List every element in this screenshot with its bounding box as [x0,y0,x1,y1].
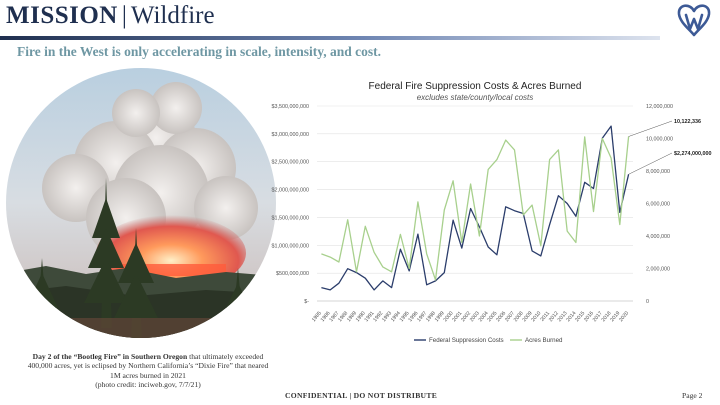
left-axis-tick: $500,000,000 [276,271,309,277]
costs-callout-leader [628,152,673,175]
left-axis-tick: $1,000,000,000 [272,243,309,249]
left-axis-tick: $2,500,000,000 [272,160,309,166]
slide-subtitle: Fire in the West is only accelerating in… [17,44,381,59]
right-axis-tick: 4,000,000 [646,234,670,240]
costs-end-label: $2,274,000,000 [674,151,711,157]
right-axis-tick: 8,000,000 [646,169,670,175]
chart-subtitle: excludes state/county/local costs [417,93,534,102]
wildfire-photo [6,68,276,338]
chart-title: Federal Fire Suppression Costs & Acres B… [369,81,582,92]
caption-highlight: Day 2 of the “Bootleg Fire” in Southern … [32,352,188,361]
heart-w-logo-icon [677,4,711,37]
costs-series-line [321,125,630,291]
acres-callout-leader [628,120,673,137]
caption-body: that ultimately exceeded 400,000 acres, … [27,352,269,380]
title-separator: | [121,2,127,29]
legend-acres-label: Acres Burned [525,337,563,344]
photo-credit: (photo credit: inciweb.gov, 7/7/21) [95,379,201,389]
x-axis-tick: 2011 [539,310,551,322]
title-main: MISSION [6,2,118,29]
left-axis-tick: $3,000,000,000 [272,132,309,138]
confidential-notice: CONFIDENTIAL | DO NOT DISTRIBUTE [285,391,438,400]
right-axis-tick: 12,000,000 [646,104,673,110]
suppression-costs-chart: Federal Fire Suppression Costs & Acres B… [262,75,720,355]
photo-caption: Day 2 of the “Bootleg Fire” in Southern … [25,352,271,389]
acres-series-line [321,136,630,281]
left-axis-tick: $- [304,299,309,305]
page-number: Page 2 [682,391,703,400]
right-axis-tick: 0 [646,299,649,305]
legend-costs-label: Federal Suppression Costs [429,337,504,344]
left-axis-tick: $1,500,000,000 [272,215,309,221]
wildfire-illustration [6,68,276,338]
right-axis-tick: 2,000,000 [646,267,670,273]
chart-canvas: Federal Fire Suppression Costs & Acres B… [272,81,712,344]
acres-end-label: 10,122,336 [674,119,701,125]
left-axis-tick: $2,000,000,000 [272,188,309,194]
right-axis-tick: 10,000,000 [646,137,673,143]
title-topic: Wildfire [130,2,215,29]
right-axis-tick: 6,000,000 [646,202,670,208]
x-axis-tick: 2020 [618,310,630,323]
page-title: MISSION | Wildfire [6,2,215,30]
brand-logo [672,2,716,38]
header-divider [0,36,660,40]
left-axis-tick: $3,500,000,000 [272,104,309,110]
